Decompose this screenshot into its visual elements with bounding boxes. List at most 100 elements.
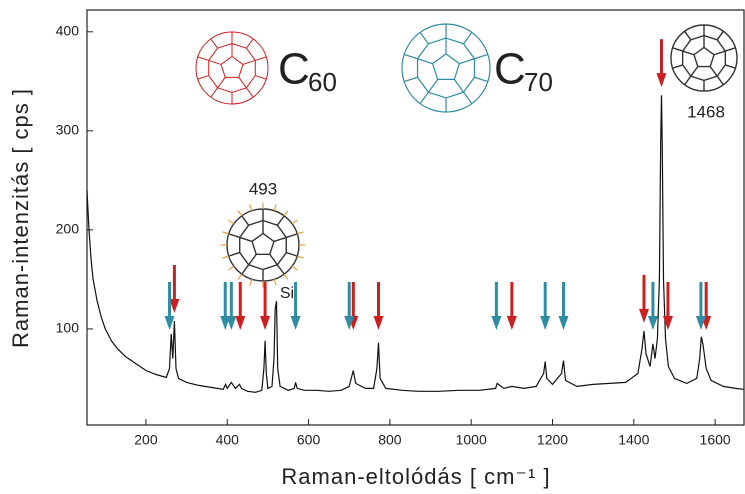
arrow-head	[235, 316, 246, 330]
ball-edge	[208, 59, 222, 65]
ball-edge	[197, 56, 209, 61]
x-tick-label: 600	[297, 432, 321, 448]
ball-edge	[419, 91, 429, 104]
ball-edge	[474, 76, 489, 83]
mode-arrow	[647, 282, 658, 330]
ball-spike	[297, 255, 304, 259]
mode-arrow	[695, 282, 706, 330]
ball-spike	[273, 279, 277, 286]
mode-arrow	[169, 265, 180, 314]
mode-arrow	[638, 274, 649, 323]
arrow-head	[638, 308, 649, 323]
ball-edge	[273, 236, 287, 243]
ball-edge	[242, 59, 256, 65]
ball-edge	[672, 64, 683, 69]
ball-edge	[716, 75, 724, 86]
arrow-head	[164, 316, 175, 330]
ball-spike	[297, 231, 304, 235]
mode-arrow	[220, 282, 231, 330]
arrow-head	[695, 316, 706, 330]
x-tick-label: 1000	[456, 432, 487, 448]
fullerene-icons	[195, 23, 738, 288]
mode-arrow	[260, 282, 271, 330]
mode-arrow	[506, 282, 517, 330]
ball-spike	[283, 210, 289, 217]
ball-edge	[217, 77, 226, 89]
x-tick-label: 800	[378, 432, 402, 448]
arrow-head	[662, 316, 673, 330]
annotation: Si	[280, 285, 294, 302]
ball-edge	[276, 215, 285, 226]
y-axis-title: Raman-intenzitás [ cps ]	[8, 88, 33, 348]
ball-pentagon	[220, 55, 244, 78]
spectrum-line	[86, 95, 744, 393]
ball-edge	[276, 264, 285, 275]
y-tick-label: 100	[56, 320, 80, 336]
arrow-head	[506, 316, 517, 330]
ball-edge	[463, 32, 473, 45]
ball-edge	[239, 236, 253, 243]
ball-spike	[237, 210, 243, 217]
ball-edge	[459, 58, 475, 65]
ball-edge	[286, 251, 298, 257]
ball-spike	[228, 219, 235, 225]
mode-arrow	[558, 282, 569, 330]
x-tick-label: 400	[216, 432, 240, 448]
ball-spike	[222, 231, 229, 235]
ball-edge	[255, 75, 267, 80]
ball-edge	[419, 32, 429, 45]
arrow-head	[169, 299, 180, 314]
arrow-head	[226, 316, 237, 330]
arrow-head	[260, 316, 271, 330]
mode-arrow	[290, 282, 301, 330]
ball-edge	[672, 47, 683, 52]
arrow-head	[290, 316, 301, 330]
ball-spike	[273, 204, 277, 211]
x-axis-title: Raman-eltolódás [ cm⁻¹ ]	[281, 464, 550, 489]
annotation: 1468	[687, 102, 725, 121]
x-tick-label: 1600	[700, 432, 731, 448]
ball-edge	[725, 47, 736, 52]
x-tick-label: 200	[134, 432, 158, 448]
ball-edge	[725, 64, 736, 69]
ball-edge	[241, 215, 250, 226]
mode-arrow	[373, 282, 384, 330]
molecule-label: C	[494, 45, 526, 94]
ball-edge	[197, 75, 209, 80]
ball-pentagon	[693, 46, 715, 68]
ball-spike	[249, 204, 253, 211]
ball-edge	[210, 38, 219, 49]
mode-arrow	[662, 282, 673, 330]
y-tick-label: 400	[56, 22, 80, 38]
ball-edge	[245, 87, 254, 98]
ball-edge	[248, 253, 257, 266]
ball-edge	[417, 58, 433, 65]
annotation: 493	[249, 179, 277, 198]
ball-edge	[245, 38, 254, 49]
molecule-label-sub: 70	[524, 67, 553, 97]
ball-edge	[255, 56, 267, 61]
ball-edge	[228, 233, 240, 239]
ball-edge	[210, 87, 219, 98]
ball-spike	[283, 273, 289, 280]
ball-edge	[238, 77, 247, 89]
ball-edge	[690, 66, 699, 77]
mode-arrow	[540, 282, 551, 330]
ball-edge	[427, 79, 439, 93]
ball-pentagon	[251, 232, 275, 256]
ball-edge	[684, 75, 692, 86]
arrow-head	[540, 316, 551, 330]
molecule-label-sub: 60	[308, 67, 337, 97]
arrow-head	[656, 73, 667, 88]
ball-edge	[713, 50, 726, 56]
arrow-head	[373, 316, 384, 330]
x-tick-label: 1400	[618, 432, 649, 448]
arrow-head	[647, 316, 658, 330]
ball-edge	[241, 264, 250, 275]
ball-spike	[228, 265, 235, 271]
mode-arrow	[344, 282, 355, 330]
ball-edge	[286, 233, 298, 239]
mode-arrow	[656, 39, 667, 88]
ball-edge	[684, 30, 692, 41]
y-tick-label: 200	[56, 221, 80, 237]
